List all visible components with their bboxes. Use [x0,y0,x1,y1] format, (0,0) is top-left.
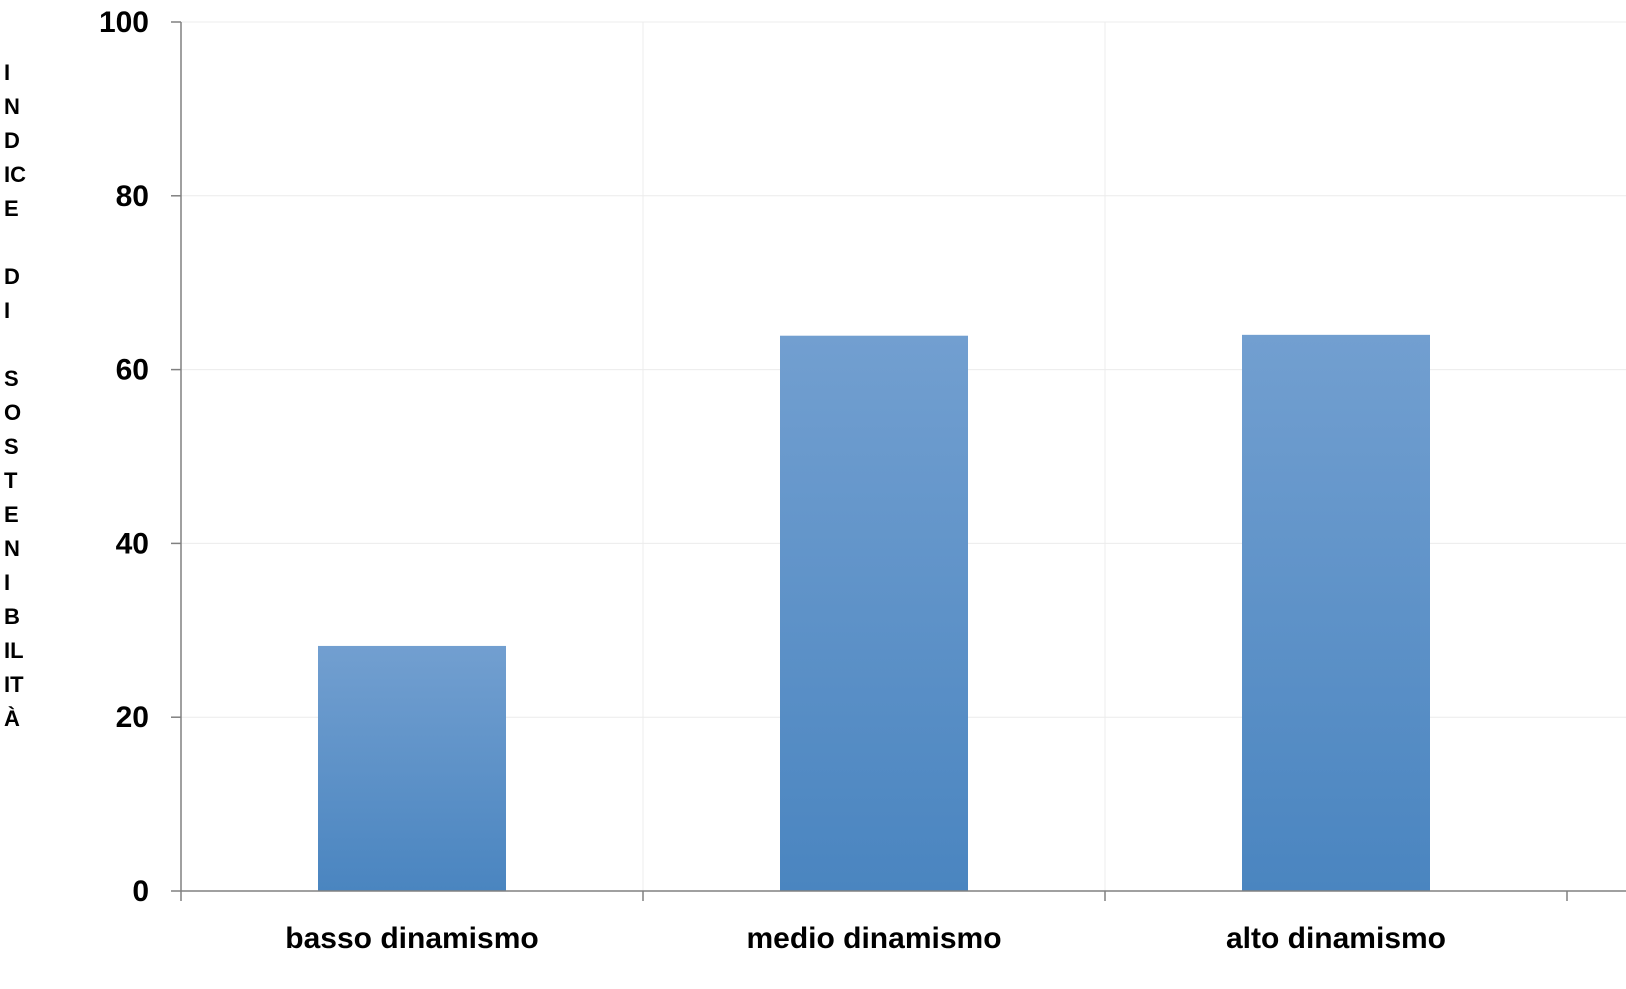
y-axis-label: I N D IC E D I S O S T E N I B IL IT À [4,60,26,731]
x-tick-label-0: basso dinamismo [285,922,538,955]
axes [171,21,1626,901]
y-tick-label-0: 0 [132,875,149,908]
x-tick-label-1: medio dinamismo [746,922,1001,955]
bar-0 [318,645,506,891]
x-tick-label-2: alto dinamismo [1226,922,1446,955]
y-tick-label-4: 80 [116,180,149,213]
bar-2 [1242,334,1430,892]
labels: 0 20 40 60 80 100 basso dinamismo medio dinamis… [99,6,1446,955]
bar-1 [780,335,968,892]
y-tick-label-2: 40 [116,527,149,560]
y-tick-label-3: 60 [116,354,149,387]
y-tick-label-5: 100 [99,6,149,39]
bars [318,334,1430,892]
y-tick-label-1: 20 [116,701,149,734]
